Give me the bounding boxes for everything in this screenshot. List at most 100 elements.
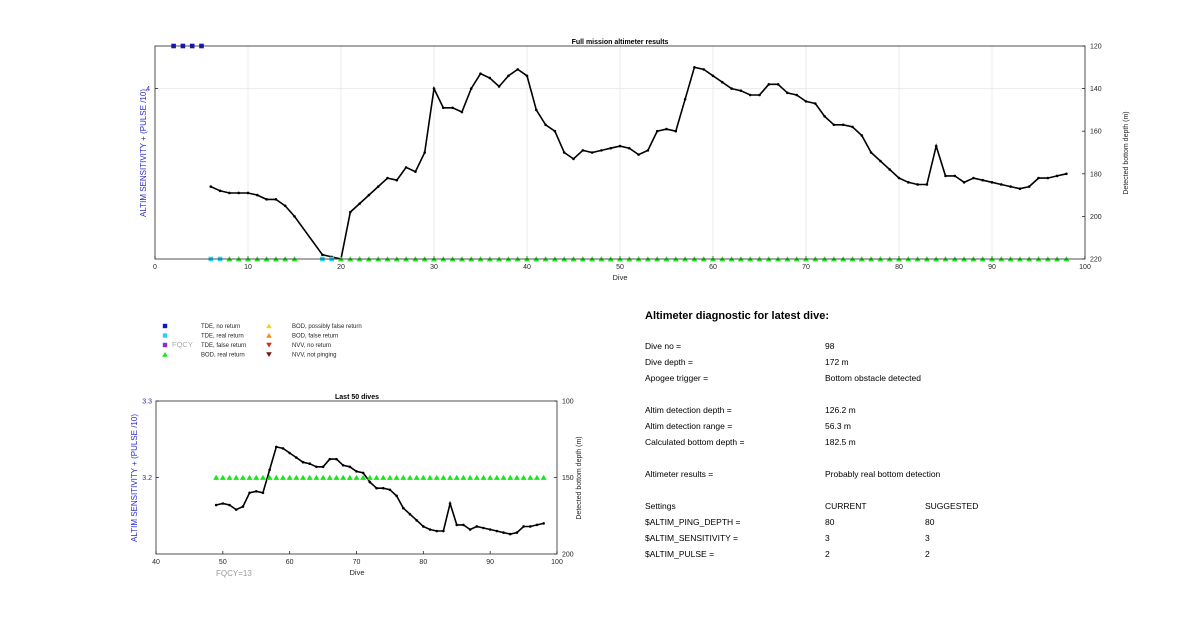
marker-triangle	[527, 474, 534, 480]
depth-point	[460, 110, 464, 114]
marker-triangle	[353, 474, 360, 480]
y-right-tick-label: 150	[562, 475, 574, 482]
x-tick-label: 40	[523, 264, 531, 271]
legend-triangle	[266, 332, 272, 338]
depth-point	[758, 93, 761, 97]
depth-point	[693, 66, 696, 69]
marker-triangle	[259, 474, 266, 480]
label: $ALTIM_PING_DEPTH =	[645, 517, 741, 527]
depth-point	[442, 106, 445, 110]
current: 2	[825, 549, 830, 559]
x-tick-label: 60	[286, 559, 294, 566]
marker-triangle	[340, 474, 347, 480]
depth-point	[897, 176, 901, 180]
depth-point	[916, 183, 919, 186]
depth-point	[246, 191, 250, 195]
marker-triangle	[233, 474, 240, 480]
marker-triangle	[253, 474, 260, 480]
current-header: CURRENT	[825, 501, 867, 511]
depth-point	[248, 491, 251, 495]
marker-triangle	[447, 474, 454, 480]
marker-triangle	[380, 474, 387, 480]
depth-point	[1065, 172, 1068, 176]
settings-header-row: Settings CURRENT SUGGESTED	[645, 498, 1165, 514]
y-axis-label-right: Detected bottom depth (m)	[1123, 111, 1130, 194]
marker-triangle	[473, 474, 480, 480]
current: 3	[825, 533, 830, 543]
depth-point	[711, 74, 715, 78]
depth-point	[535, 108, 538, 112]
label: Altimeter results =	[645, 469, 714, 479]
legend-triangle	[266, 342, 272, 348]
depth-point	[349, 210, 352, 214]
depth-point	[767, 83, 771, 86]
x-tick-label: 90	[486, 559, 494, 566]
depth-point	[395, 178, 399, 182]
marker-triangle	[493, 474, 500, 480]
depth-point	[879, 159, 882, 163]
depth-point	[507, 74, 510, 78]
marker-triangle	[406, 474, 413, 480]
y-right-tick-label: 200	[1090, 214, 1102, 221]
marker-triangle	[487, 474, 494, 480]
marker-triangle	[400, 474, 407, 480]
marker-triangle	[540, 474, 547, 480]
label: Calculated bottom depth =	[645, 437, 745, 447]
depth-point	[341, 463, 345, 467]
chart-title: Full mission altimeter results	[572, 39, 669, 46]
suggested: 2	[925, 549, 930, 559]
legend-triangle	[266, 323, 272, 329]
depth-point	[637, 153, 640, 156]
suggested-header: SUGGESTED	[925, 501, 979, 511]
depth-point	[422, 525, 425, 528]
legend-label: NVV, not pinging	[292, 353, 336, 359]
ping-depth-row: $ALTIM_PING_DEPTH = 80 80	[645, 514, 1165, 530]
value: 182.5 m	[825, 437, 856, 447]
marker-triangle	[427, 474, 434, 480]
depth-point	[275, 445, 278, 449]
label: Apogee trigger =	[645, 373, 709, 383]
marker-triangle	[346, 474, 353, 480]
apogee-row: Apogee trigger = Bottom obstacle detected	[645, 370, 1165, 386]
marker-triangle	[413, 474, 420, 480]
depth-point	[375, 486, 378, 490]
marker-triangle	[533, 474, 540, 480]
depth-point	[748, 93, 752, 97]
depth-point	[381, 486, 385, 490]
current: 80	[825, 517, 835, 527]
marker-triangle	[386, 474, 393, 480]
y-right-tick-label: 140	[1090, 86, 1102, 93]
detection-range-row: Altim detection range = 56.3 m	[645, 418, 1165, 434]
depth-point	[702, 68, 705, 71]
depth-point	[814, 102, 817, 105]
depth-point	[1009, 185, 1012, 188]
depth-point	[328, 457, 332, 461]
depth-series-line	[210, 66, 1067, 260]
depth-point	[428, 528, 432, 531]
x-tick-label: 100	[551, 559, 563, 566]
y-left-tick-label: 4	[146, 86, 150, 93]
depth-point	[535, 523, 539, 527]
x-tick-label: 70	[353, 559, 361, 566]
depth-point	[301, 460, 305, 464]
depth-point	[404, 166, 408, 169]
depth-point	[293, 215, 296, 218]
marker-triangle	[333, 474, 340, 480]
x-tick-label: 50	[219, 559, 227, 566]
marker-triangle	[433, 474, 440, 480]
x-axis-label: Dive	[349, 568, 364, 577]
depth-point	[1018, 187, 1022, 191]
marker-triangle	[246, 474, 253, 480]
legend-label: BOD, possibly false return	[292, 324, 362, 330]
depth-point	[488, 76, 492, 80]
depth-point	[618, 144, 622, 148]
depth-point	[730, 87, 733, 90]
detection-depth-row: Altim detection depth = 126.2 m	[645, 402, 1165, 418]
depth-point	[376, 185, 380, 188]
suggested: 3	[925, 533, 930, 543]
plot-frame	[154, 45, 1086, 260]
x-tick-label: 80	[895, 264, 903, 271]
depth-point	[869, 151, 873, 154]
marker-triangle	[226, 474, 233, 480]
depth-point	[218, 189, 222, 193]
